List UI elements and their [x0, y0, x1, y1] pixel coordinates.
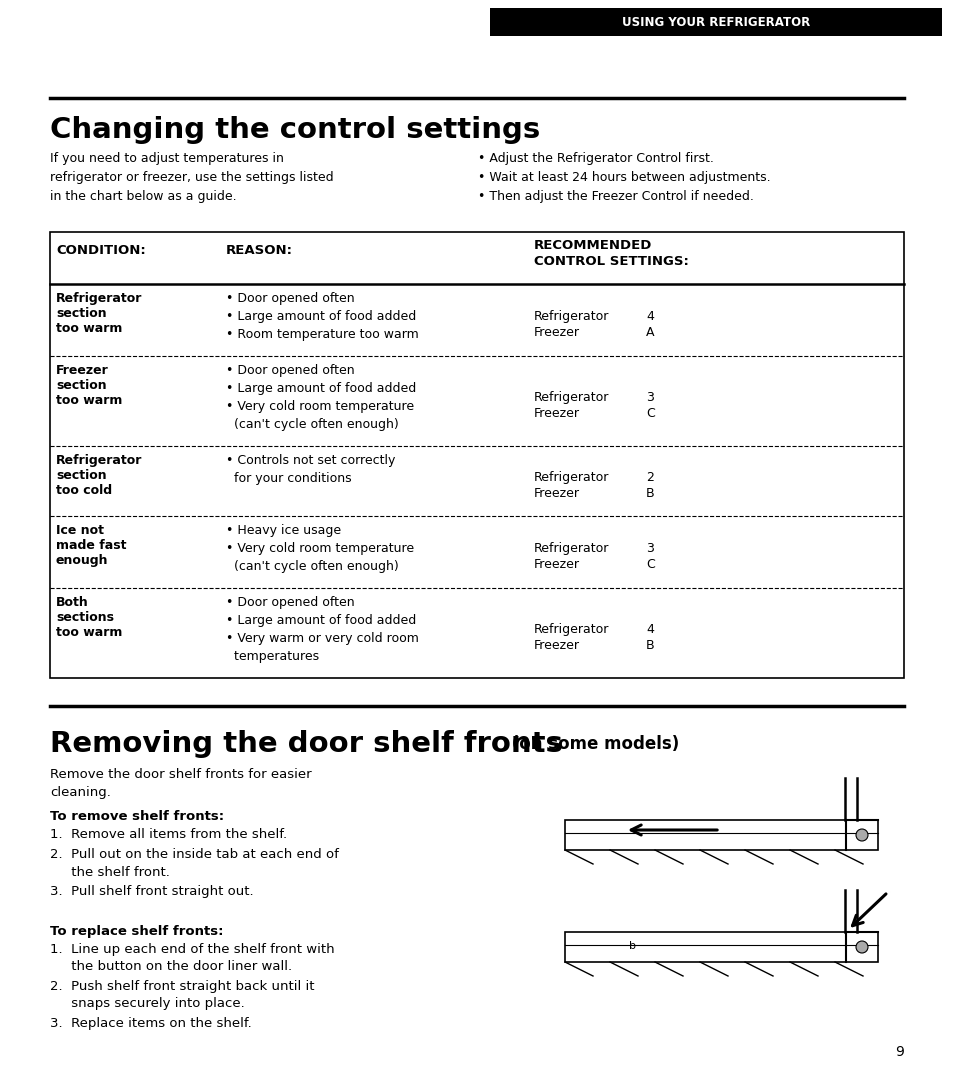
Text: Refrigerator: Refrigerator [534, 310, 609, 323]
Text: B: B [645, 639, 654, 652]
Text: section: section [56, 469, 107, 482]
Text: RECOMMENDED
CONTROL SETTINGS:: RECOMMENDED CONTROL SETTINGS: [534, 239, 688, 268]
Text: A: A [645, 326, 654, 339]
Text: USING YOUR REFRIGERATOR: USING YOUR REFRIGERATOR [621, 15, 809, 29]
Text: • Door opened often
• Large amount of food added
• Very warm or very cold room
 : • Door opened often • Large amount of fo… [226, 596, 418, 663]
Text: 4: 4 [645, 310, 653, 323]
Text: b: b [629, 941, 636, 951]
Text: section: section [56, 379, 107, 392]
Text: Changing the control settings: Changing the control settings [50, 116, 539, 144]
Text: • Heavy ice usage
• Very cold room temperature
  (can't cycle often enough): • Heavy ice usage • Very cold room tempe… [226, 524, 414, 574]
Text: B: B [645, 487, 654, 500]
Text: CONDITION:: CONDITION: [56, 244, 146, 257]
Text: (on some models): (on some models) [505, 735, 679, 753]
Text: Freezer: Freezer [534, 557, 579, 571]
Text: 9: 9 [894, 1045, 903, 1059]
Text: Removing the door shelf fronts: Removing the door shelf fronts [50, 730, 562, 758]
Circle shape [855, 829, 867, 841]
Text: 1.  Line up each end of the shelf front with
     the button on the door liner w: 1. Line up each end of the shelf front w… [50, 943, 335, 974]
Text: too warm: too warm [56, 626, 122, 639]
Text: 2: 2 [645, 471, 653, 484]
Text: To replace shelf fronts:: To replace shelf fronts: [50, 924, 223, 938]
Text: Freezer: Freezer [534, 326, 579, 339]
Text: Freezer: Freezer [534, 639, 579, 652]
Text: 1.  Remove all items from the shelf.: 1. Remove all items from the shelf. [50, 828, 287, 841]
Text: REASON:: REASON: [226, 244, 293, 257]
Text: enough: enough [56, 554, 109, 567]
Text: • Door opened often
• Large amount of food added
• Room temperature too warm: • Door opened often • Large amount of fo… [226, 292, 418, 341]
Text: too warm: too warm [56, 322, 122, 335]
Text: • Then adjust the Freezer Control if needed.: • Then adjust the Freezer Control if nee… [477, 190, 753, 203]
Text: • Adjust the Refrigerator Control first.: • Adjust the Refrigerator Control first. [477, 152, 713, 165]
Text: made fast: made fast [56, 539, 127, 552]
Text: 2.  Pull out on the inside tab at each end of
     the shelf front.: 2. Pull out on the inside tab at each en… [50, 849, 338, 878]
Text: C: C [645, 557, 654, 571]
Text: too cold: too cold [56, 484, 112, 496]
Text: Refrigerator: Refrigerator [56, 292, 142, 305]
Text: 3: 3 [645, 542, 653, 555]
Text: To remove shelf fronts:: To remove shelf fronts: [50, 810, 224, 823]
Text: Refrigerator: Refrigerator [534, 542, 609, 555]
Circle shape [855, 941, 867, 953]
Text: Ice not: Ice not [56, 524, 104, 537]
Text: 3.  Replace items on the shelf.: 3. Replace items on the shelf. [50, 1016, 252, 1030]
Text: 4: 4 [645, 623, 653, 636]
Text: sections: sections [56, 611, 113, 624]
Text: • Controls not set correctly
  for your conditions: • Controls not set correctly for your co… [226, 454, 395, 485]
Text: 3: 3 [645, 391, 653, 404]
Bar [564, 932, 877, 962]
Text: Refrigerator: Refrigerator [534, 391, 609, 404]
Text: • Wait at least 24 hours between adjustments.: • Wait at least 24 hours between adjustm… [477, 171, 770, 184]
Text: 3.  Pull shelf front straight out.: 3. Pull shelf front straight out. [50, 885, 253, 898]
Text: too warm: too warm [56, 394, 122, 407]
Text: Refrigerator: Refrigerator [534, 471, 609, 484]
Bar [490, 7, 941, 36]
Text: If you need to adjust temperatures in
refrigerator or freezer, use the settings : If you need to adjust temperatures in re… [50, 152, 334, 203]
Text: Refrigerator: Refrigerator [56, 454, 142, 467]
Text: Freezer: Freezer [534, 407, 579, 421]
Text: Both: Both [56, 596, 89, 609]
Text: section: section [56, 307, 107, 320]
Text: Freezer: Freezer [56, 364, 109, 377]
Text: C: C [645, 407, 654, 421]
Text: Remove the door shelf fronts for easier
cleaning.: Remove the door shelf fronts for easier … [50, 768, 312, 799]
Text: Freezer: Freezer [534, 487, 579, 500]
Text: • Door opened often
• Large amount of food added
• Very cold room temperature
  : • Door opened often • Large amount of fo… [226, 364, 416, 431]
Bar [50, 232, 903, 678]
Bar [564, 820, 877, 850]
Text: 2.  Push shelf front straight back until it
     snaps securely into place.: 2. Push shelf front straight back until … [50, 980, 314, 1010]
Text: Refrigerator: Refrigerator [534, 623, 609, 636]
